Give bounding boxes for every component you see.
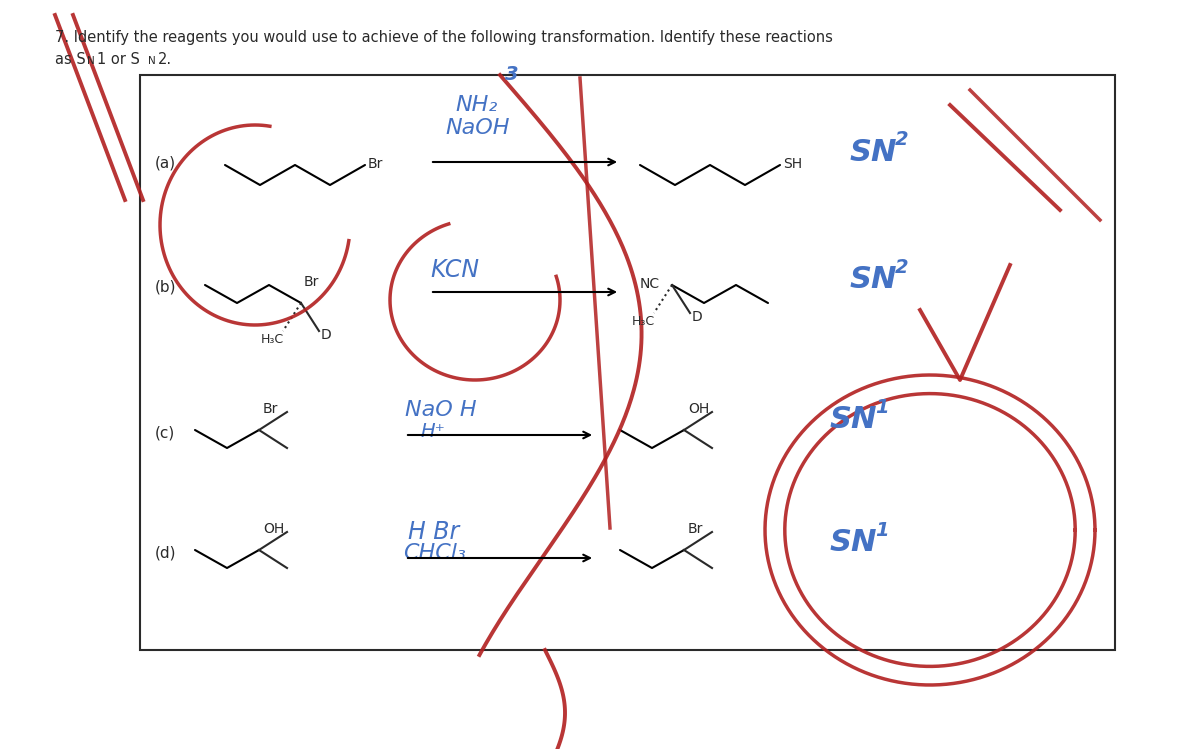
Text: 3: 3 xyxy=(505,65,518,84)
Text: as S: as S xyxy=(55,52,85,67)
Text: D: D xyxy=(692,310,703,324)
Text: Br: Br xyxy=(263,402,278,416)
Text: N: N xyxy=(88,56,95,66)
Text: Br: Br xyxy=(368,157,383,171)
Text: OH: OH xyxy=(263,522,284,536)
Text: D: D xyxy=(322,328,331,342)
Text: 2: 2 xyxy=(895,258,908,277)
Text: 2.: 2. xyxy=(158,52,172,67)
Text: H₃C: H₃C xyxy=(262,333,284,346)
Text: (d): (d) xyxy=(155,545,176,560)
Text: NH₂: NH₂ xyxy=(455,95,497,115)
Text: H⁺: H⁺ xyxy=(420,422,445,441)
Text: SN: SN xyxy=(830,528,877,557)
Text: NaO H: NaO H xyxy=(406,400,476,420)
Text: CHCl₃: CHCl₃ xyxy=(403,543,466,563)
Text: H Br: H Br xyxy=(408,520,460,544)
Text: (c): (c) xyxy=(155,425,175,440)
Text: 7. Identify the reagents you would use to achieve of the following transformatio: 7. Identify the reagents you would use t… xyxy=(55,30,833,45)
Text: Br: Br xyxy=(688,522,703,536)
Text: SN: SN xyxy=(850,138,898,167)
Text: SH: SH xyxy=(784,157,802,171)
Text: 1: 1 xyxy=(875,521,889,540)
Text: 2: 2 xyxy=(895,130,908,149)
Bar xyxy=(140,75,1115,650)
Text: Br: Br xyxy=(304,275,319,289)
Text: 1: 1 xyxy=(875,398,889,417)
Text: (a): (a) xyxy=(155,155,176,170)
Text: N: N xyxy=(148,56,156,66)
Text: OH: OH xyxy=(688,402,709,416)
Text: H₃C: H₃C xyxy=(632,315,655,328)
Text: SN: SN xyxy=(850,265,898,294)
Text: (b): (b) xyxy=(155,280,176,295)
Text: NaOH: NaOH xyxy=(445,118,510,138)
Text: 1 or S: 1 or S xyxy=(97,52,140,67)
Text: NC: NC xyxy=(640,277,660,291)
Text: KCN: KCN xyxy=(430,258,479,282)
Text: SN: SN xyxy=(830,405,877,434)
